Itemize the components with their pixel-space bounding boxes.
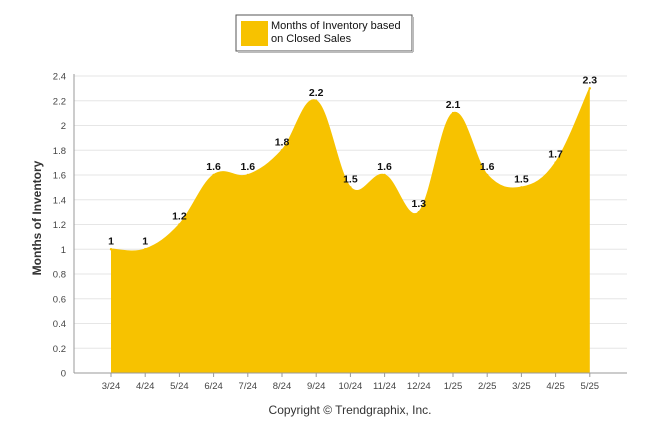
series-line xyxy=(110,88,591,252)
y-tick-label: 1.6 xyxy=(53,171,66,182)
data-label: 1.5 xyxy=(514,173,529,185)
data-labels: 1 1 1.2 1.6 1.6 1.8 2.2 1.5 1.6 1.3 2.1 1.6 1.5 1.7 2.… xyxy=(108,74,597,247)
data-label: 2.3 xyxy=(582,74,597,86)
data-point xyxy=(588,87,591,90)
data-label: 1.6 xyxy=(377,161,392,173)
data-point xyxy=(417,210,420,214)
y-tick-label: 1.4 xyxy=(53,195,66,206)
y-tick-label: 0.4 xyxy=(53,319,66,330)
y-tick-label: 1 xyxy=(61,245,66,256)
y-tick-label: 1.8 xyxy=(53,146,66,157)
data-label: 1 xyxy=(108,235,114,247)
x-tick-label: 11/24 xyxy=(373,381,396,392)
x-tick-label: 2/25 xyxy=(478,381,497,392)
x-tick-label: 3/24 xyxy=(102,381,121,392)
data-label: 2.1 xyxy=(446,99,461,111)
data-label: 1 xyxy=(142,235,148,247)
data-point xyxy=(554,161,557,164)
y-tick-labels: 0 0.2 0.4 0.6 0.8 1 1.2 1.4 1.6 1.8 2 2.2 2.4 xyxy=(53,72,66,380)
x-tick-label: 5/24 xyxy=(170,381,189,392)
legend-swatch xyxy=(241,21,268,46)
data-point xyxy=(520,186,523,189)
data-point xyxy=(451,111,455,115)
data-point xyxy=(315,99,318,102)
data-point xyxy=(349,186,352,189)
x-tick-label: 8/24 xyxy=(273,381,292,392)
data-point xyxy=(212,173,215,177)
y-tick-label: 0 xyxy=(61,369,66,380)
series-area-group xyxy=(109,87,591,373)
y-tick-label: 2.2 xyxy=(53,96,66,107)
x-tick-label: 4/24 xyxy=(136,381,155,392)
data-label: 1.7 xyxy=(548,149,563,161)
x-tick-label: 6/24 xyxy=(204,381,223,392)
x-tick-label: 10/24 xyxy=(339,381,363,392)
legend-line-2: on Closed Sales xyxy=(271,33,352,45)
y-tick-label: 0.2 xyxy=(53,344,66,355)
series-area xyxy=(111,88,590,373)
x-tick-label: 3/25 xyxy=(512,381,531,392)
data-label: 2.2 xyxy=(309,87,324,99)
data-point xyxy=(178,223,181,226)
y-tick-label: 1.2 xyxy=(53,220,66,231)
y-tick-label: 2.4 xyxy=(53,72,66,83)
data-point xyxy=(109,248,113,251)
data-point xyxy=(486,173,489,177)
x-tick-label: 4/25 xyxy=(546,381,565,392)
data-label: 1.6 xyxy=(480,161,495,173)
y-tick-label: 2 xyxy=(61,121,66,132)
data-point xyxy=(383,173,386,177)
x-tick-label: 12/24 xyxy=(407,381,431,392)
data-label: 1.2 xyxy=(172,211,187,223)
data-label: 1.6 xyxy=(240,161,255,173)
data-point xyxy=(280,149,284,152)
x-tick-label: 7/24 xyxy=(239,381,258,392)
data-label: 1.8 xyxy=(275,136,290,148)
data-point xyxy=(144,248,147,251)
y-tick-label: 0.6 xyxy=(53,294,66,305)
x-tick-label: 9/24 xyxy=(307,381,326,392)
x-tick-label: 5/25 xyxy=(581,381,600,392)
data-label: 1.3 xyxy=(411,198,426,210)
legend-line-1: Months of Inventory based xyxy=(271,20,401,32)
data-label: 1.5 xyxy=(343,173,358,185)
data-label: 1.6 xyxy=(206,161,221,173)
data-point xyxy=(246,173,249,177)
legend[interactable]: Months of Inventory based on Closed Sale… xyxy=(235,14,414,53)
y-tick-label: 0.8 xyxy=(53,270,66,281)
x-tick-labels: 3/24 4/24 5/24 6/24 7/24 8/24 9/24 10/24 11/24 12… xyxy=(102,373,599,392)
x-tick-label: 1/25 xyxy=(444,381,463,392)
copyright-text: Copyright © Trendgraphix, Inc. xyxy=(269,403,432,417)
y-axis-label: Months of Inventory xyxy=(30,160,44,275)
